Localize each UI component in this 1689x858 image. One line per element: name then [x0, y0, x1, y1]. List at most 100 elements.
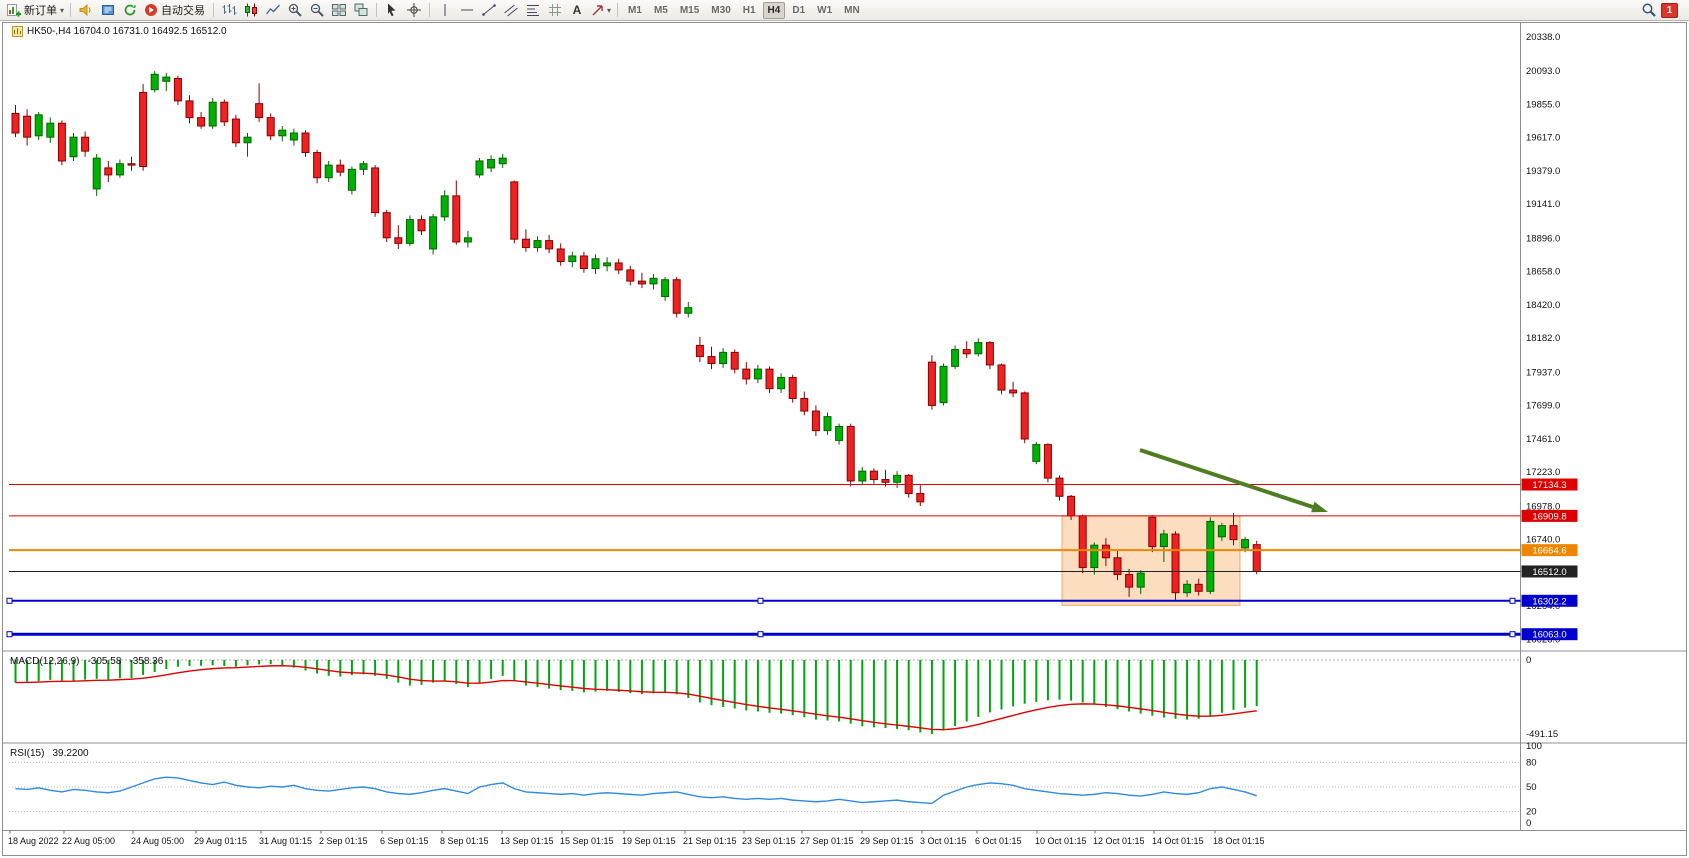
- candle-body: [429, 216, 438, 250]
- candle-body: [603, 262, 612, 267]
- price-badge-label: 16302.2: [1532, 596, 1566, 607]
- timeframe-m5-button[interactable]: M5: [653, 4, 668, 16]
- rsi-line: [15, 776, 1257, 805]
- horizontal-line-button[interactable]: [457, 2, 477, 19]
- line-selection-handle[interactable]: [6, 597, 13, 604]
- timeframe-w1-button[interactable]: W1: [817, 4, 833, 16]
- candle-body: [614, 262, 623, 271]
- refresh-button[interactable]: [120, 2, 140, 19]
- timeframe-mn-button[interactable]: MN: [844, 4, 860, 16]
- vertical-line-button[interactable]: [435, 2, 455, 19]
- channel-button[interactable]: [501, 2, 521, 19]
- tile-windows-icon: [332, 4, 347, 16]
- candle-body: [579, 255, 588, 270]
- price-badge-label: 16664.6: [1532, 546, 1566, 557]
- candle-body: [521, 238, 530, 249]
- text-tool-button[interactable]: A: [567, 2, 587, 19]
- grid-button[interactable]: [545, 2, 565, 19]
- candle-body: [162, 76, 171, 82]
- time-axis-label: 14 Oct 01:15: [1152, 836, 1204, 846]
- candle-body: [997, 364, 1006, 391]
- cascade-windows-button[interactable]: [351, 2, 371, 19]
- arrows-tool-icon: [592, 5, 603, 16]
- notification-badge[interactable]: 1: [1661, 2, 1678, 18]
- search-button[interactable]: [1639, 2, 1659, 19]
- bar-chart-icon: [222, 4, 237, 15]
- candle-body: [939, 365, 948, 404]
- timeframe-m1-button[interactable]: M1: [628, 4, 642, 16]
- trendline-button[interactable]: [479, 2, 499, 19]
- candle-body: [1241, 539, 1250, 549]
- arrows-tool-button[interactable]: ▾: [589, 2, 612, 19]
- candle-body: [104, 167, 113, 176]
- candle-body: [487, 159, 496, 169]
- price-axis-tick: 18182.0: [1526, 333, 1560, 344]
- tile-windows-button[interactable]: [329, 2, 349, 19]
- time-axis-label: 22 Aug 05:00: [62, 836, 115, 846]
- candle-body: [788, 377, 797, 399]
- candle-body: [417, 219, 426, 232]
- candle-body: [962, 349, 971, 355]
- candle-body: [1159, 533, 1168, 548]
- price-badge-label: 16909.8: [1532, 511, 1566, 522]
- new-order-label: 新订单: [24, 5, 57, 17]
- time-axis-label: 3 Oct 01:15: [920, 836, 967, 846]
- price-badge-label: 16063.0: [1532, 630, 1566, 641]
- zoom-out-button[interactable]: [307, 2, 327, 19]
- candle-body: [1194, 583, 1203, 592]
- timeframe-h4-button[interactable]: H4: [762, 1, 786, 19]
- time-axis-label: 8 Sep 01:15: [440, 836, 489, 846]
- fibonacci-button[interactable]: [523, 2, 543, 19]
- price-axis-tick: 16740.0: [1526, 535, 1560, 546]
- candlestick-chart-button[interactable]: [241, 2, 261, 19]
- price-badge: [1521, 628, 1578, 641]
- candle-body: [150, 73, 159, 91]
- toolbar-separator: [70, 3, 72, 17]
- candle-body: [695, 344, 704, 358]
- line-chart-button[interactable]: [263, 2, 283, 19]
- line-selection-handle[interactable]: [1509, 631, 1516, 638]
- toolbar-right-group: 1: [1638, 2, 1679, 19]
- candle-body: [591, 258, 600, 270]
- line-selection-handle[interactable]: [757, 631, 764, 638]
- candle-body: [730, 351, 739, 370]
- timeframe-d1-button[interactable]: D1: [792, 4, 806, 16]
- timeframe-m15-button[interactable]: M15: [679, 4, 700, 16]
- auto-trading-button[interactable]: 自动交易: [142, 2, 208, 19]
- news-button[interactable]: [98, 2, 118, 19]
- candle-body: [765, 368, 774, 390]
- trend-arrow[interactable]: [1139, 448, 1314, 509]
- timeframe-h1-button[interactable]: H1: [742, 4, 756, 16]
- rsi-axis-tick: 100: [1526, 741, 1542, 752]
- line-selection-handle[interactable]: [757, 597, 764, 604]
- zoom-in-button[interactable]: [285, 2, 305, 19]
- cascade-windows-icon: [354, 3, 368, 16]
- candle-body: [846, 425, 855, 482]
- time-axis-label: 31 Aug 01:15: [259, 836, 312, 846]
- bar-chart-button[interactable]: [219, 2, 239, 19]
- sound-button[interactable]: [76, 2, 96, 19]
- line-selection-handle[interactable]: [6, 631, 13, 638]
- candle-body: [626, 269, 635, 282]
- candle-body: [301, 132, 310, 154]
- candle-body: [568, 255, 577, 263]
- timeframe-m30-button[interactable]: M30: [711, 4, 731, 16]
- candle-body: [985, 342, 994, 366]
- cursor-button[interactable]: [382, 2, 402, 19]
- rsi-axis-tick: 0: [1526, 818, 1531, 829]
- price-axis-tick: 19141.0: [1526, 199, 1560, 210]
- price-badge-label: 16512.0: [1532, 567, 1566, 578]
- time-axis-label: 29 Aug 01:15: [194, 836, 247, 846]
- trend-arrow-head[interactable]: [1311, 501, 1328, 513]
- crosshair-button[interactable]: [404, 2, 424, 19]
- candle-body: [243, 136, 252, 144]
- candle-body: [927, 361, 936, 406]
- line-selection-handle[interactable]: [1509, 597, 1516, 604]
- price-badge: [1521, 594, 1578, 607]
- candle-body: [869, 470, 878, 481]
- candle-body: [661, 279, 670, 297]
- notification-count: 1: [1666, 4, 1673, 16]
- candle-body: [382, 212, 391, 239]
- new-order-button[interactable]: 新订单 ▾: [5, 2, 65, 19]
